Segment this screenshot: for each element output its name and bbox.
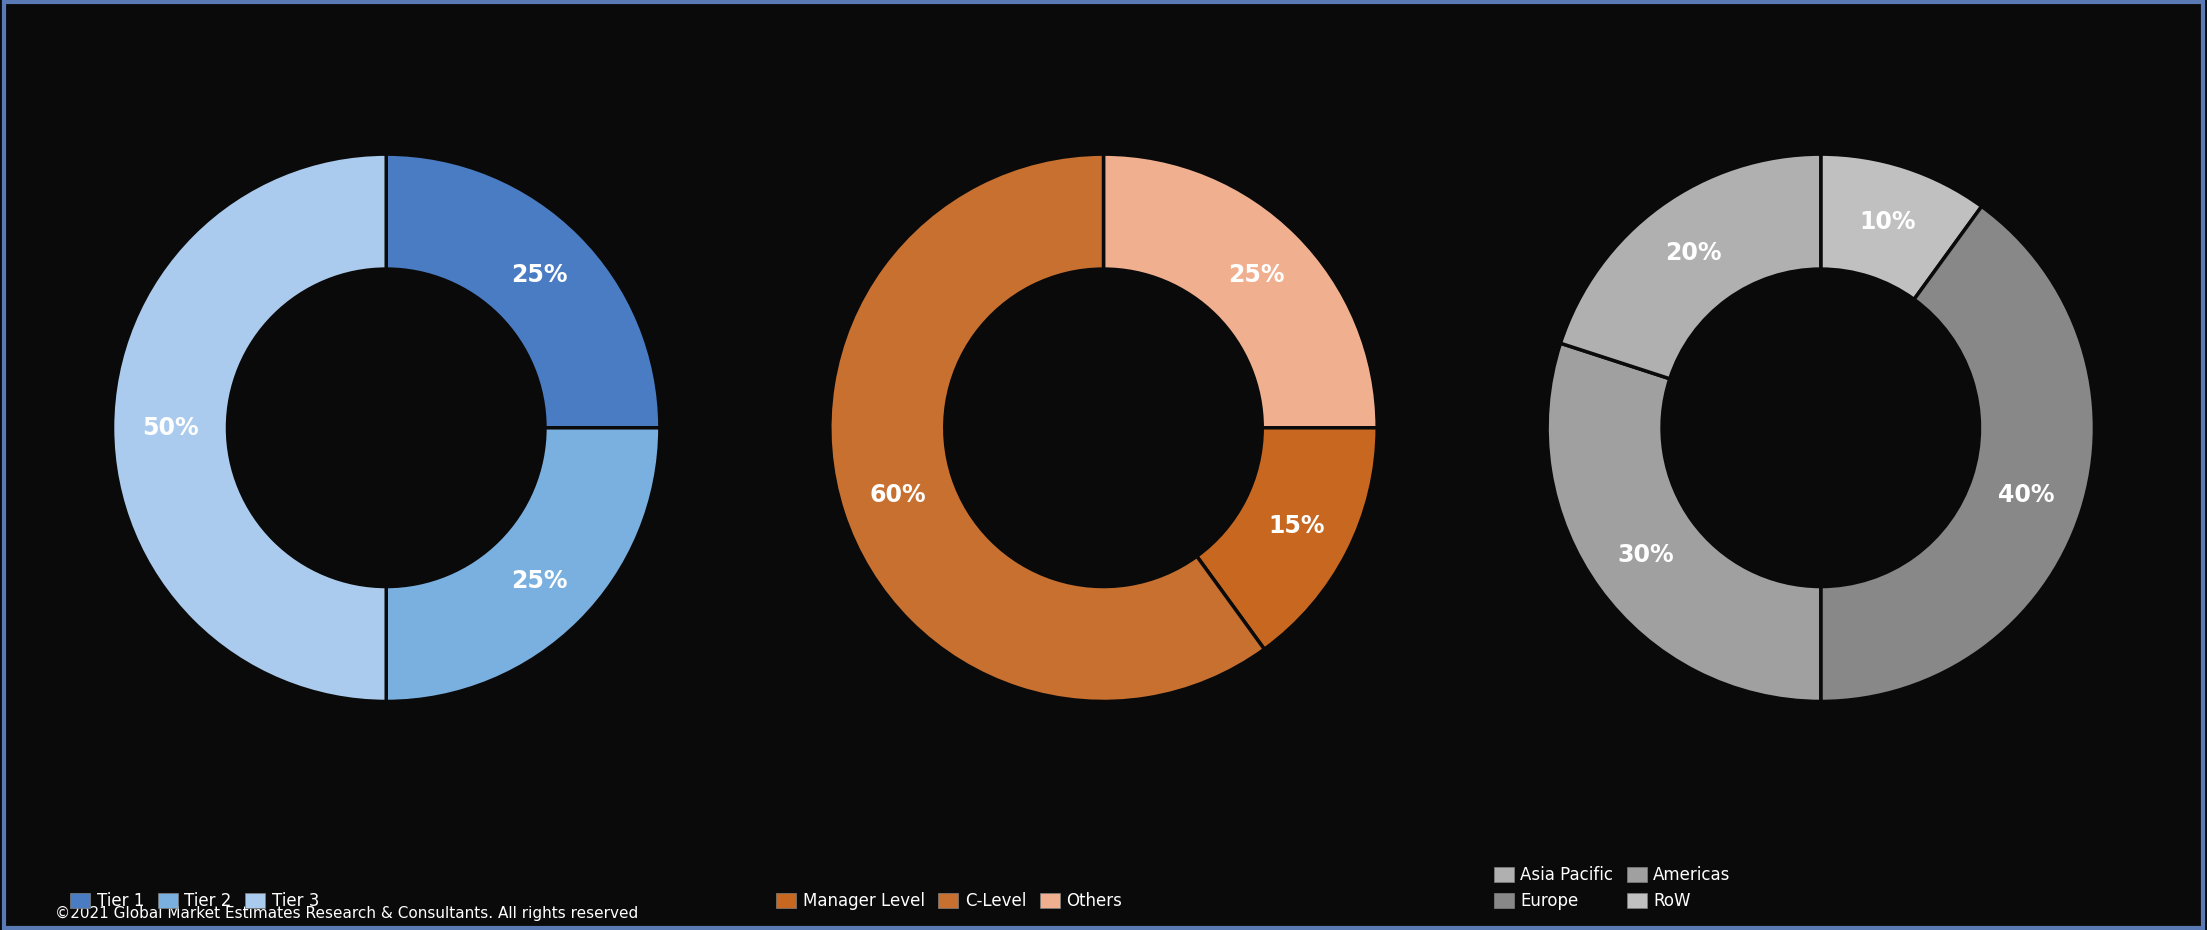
- Text: 15%: 15%: [1267, 514, 1324, 538]
- Wedge shape: [386, 428, 660, 701]
- Wedge shape: [1560, 154, 1821, 379]
- Wedge shape: [386, 154, 660, 428]
- Wedge shape: [1821, 206, 2094, 701]
- Text: 25%: 25%: [510, 568, 567, 592]
- Text: 10%: 10%: [1858, 210, 1916, 234]
- Text: 25%: 25%: [1227, 263, 1284, 287]
- Text: 60%: 60%: [870, 483, 927, 507]
- Text: 20%: 20%: [1666, 241, 1721, 265]
- Wedge shape: [1547, 343, 1821, 701]
- Wedge shape: [830, 154, 1265, 701]
- Wedge shape: [1104, 154, 1377, 428]
- Legend: Tier 1, Tier 2, Tier 3: Tier 1, Tier 2, Tier 3: [64, 885, 327, 917]
- Wedge shape: [1196, 428, 1377, 649]
- Text: ©2021 Global Market Estimates Research & Consultants. All rights reserved: ©2021 Global Market Estimates Research &…: [55, 906, 638, 921]
- Text: 50%: 50%: [141, 416, 199, 440]
- Wedge shape: [113, 154, 386, 701]
- Text: 25%: 25%: [510, 263, 567, 287]
- Text: 40%: 40%: [1997, 483, 2055, 507]
- Wedge shape: [1821, 154, 1982, 299]
- Legend: Asia Pacific, Europe, Americas, RoW: Asia Pacific, Europe, Americas, RoW: [1488, 859, 1737, 917]
- Legend: Manager Level, C-Level, Others: Manager Level, C-Level, Others: [770, 885, 1130, 917]
- Text: 30%: 30%: [1618, 543, 1675, 567]
- Circle shape: [1662, 269, 1980, 587]
- Circle shape: [227, 269, 545, 587]
- Circle shape: [945, 269, 1262, 587]
